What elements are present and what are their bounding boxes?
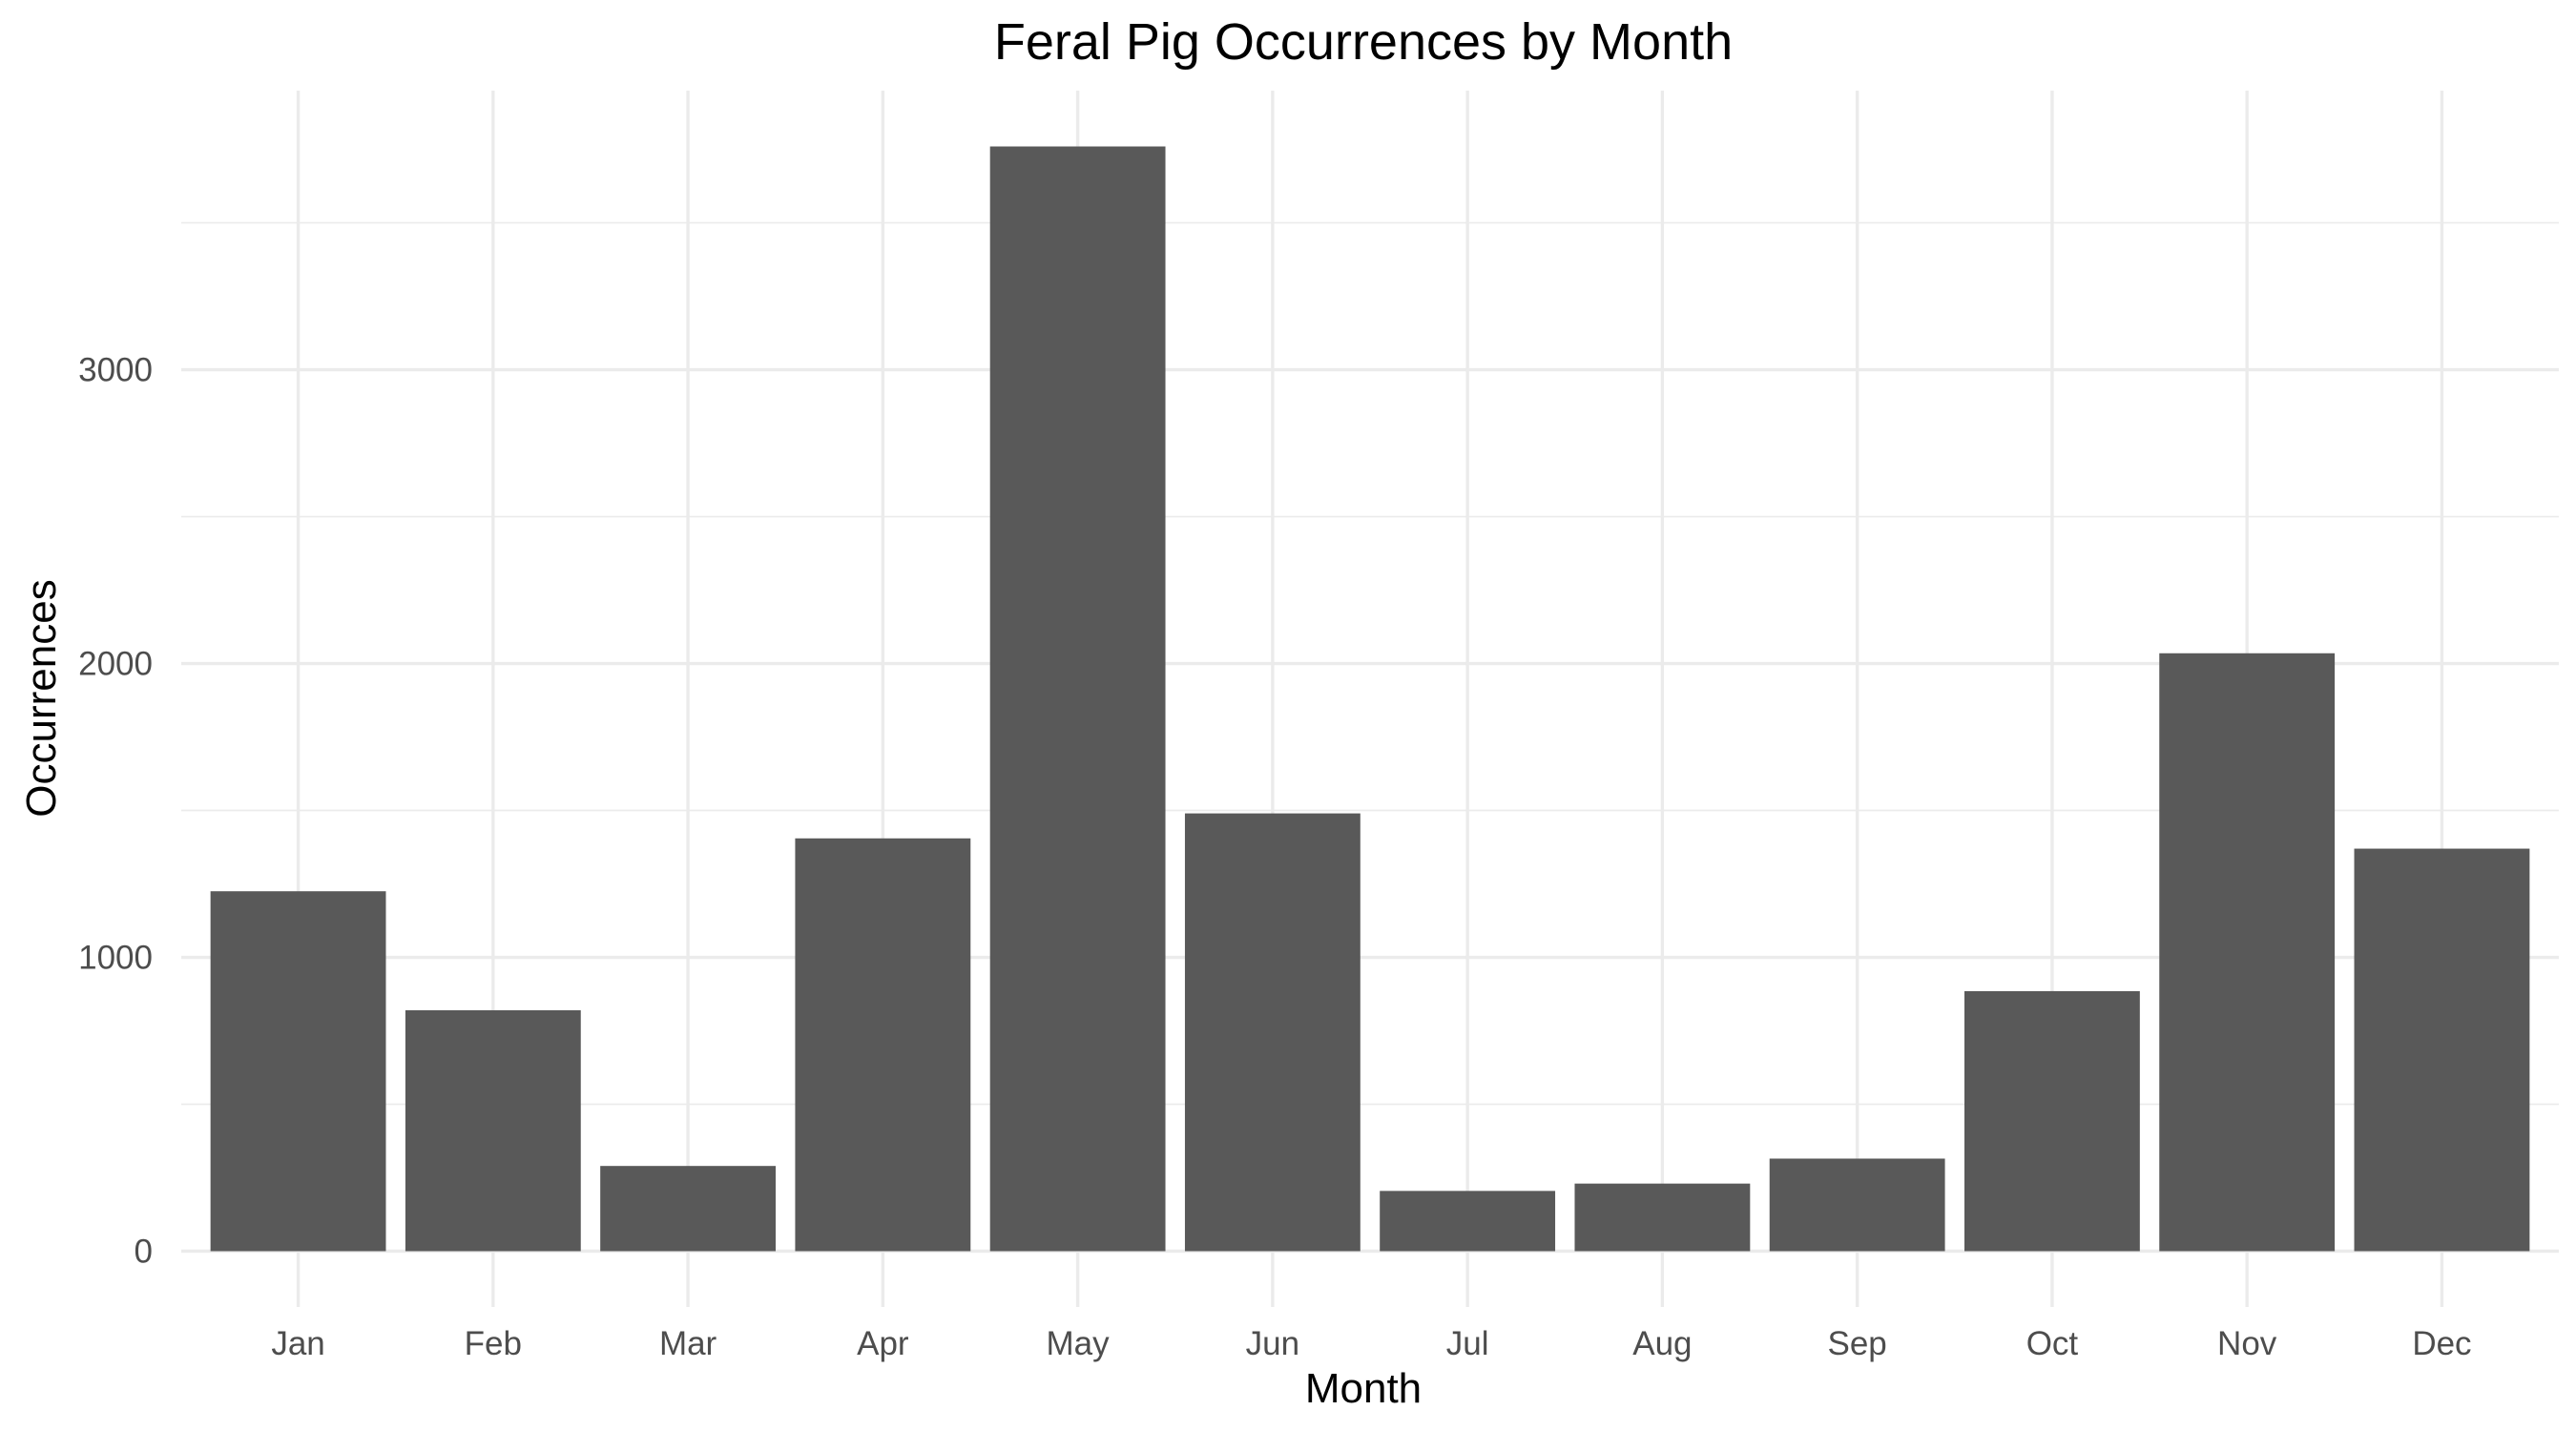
bar-feb <box>405 1009 581 1252</box>
bar-jul <box>1380 1191 1556 1252</box>
y-tick-label: 0 <box>135 1233 153 1270</box>
x-tick-label: May <box>1047 1325 1111 1362</box>
x-tick-label: Mar <box>659 1325 717 1362</box>
bar-dec <box>2354 848 2530 1252</box>
chart-title: Feral Pig Occurrences by Month <box>994 13 1733 71</box>
bar-jun <box>1184 813 1361 1252</box>
x-tick-label: Oct <box>2026 1325 2079 1362</box>
x-tick-label: Jul <box>1446 1325 1489 1362</box>
bar-nov <box>2159 653 2336 1252</box>
bar-mar <box>600 1166 776 1252</box>
x-tick-label: Dec <box>2412 1325 2471 1362</box>
x-tick-label: Feb <box>465 1325 522 1362</box>
bars <box>210 146 2530 1252</box>
x-tick-label: Sep <box>1828 1325 1887 1362</box>
x-tick-label: Aug <box>1632 1325 1692 1362</box>
x-tick-label: Jan <box>271 1325 324 1362</box>
x-tick-label: Apr <box>857 1325 909 1362</box>
bar-oct <box>1964 990 2140 1252</box>
x-tick-label: Nov <box>2217 1325 2277 1362</box>
bar-aug <box>1574 1183 1751 1252</box>
y-axis-title: Occurrences <box>18 579 65 817</box>
x-tick-label: Jun <box>1246 1325 1299 1362</box>
x-axis-title: Month <box>1305 1365 1422 1412</box>
bar-apr <box>795 838 971 1252</box>
y-tick-label: 3000 <box>78 352 153 389</box>
y-tick-label: 1000 <box>78 940 153 977</box>
y-tick-label: 2000 <box>78 646 153 683</box>
y-axis-tick-labels: 0 1000 2000 3000 <box>78 352 153 1271</box>
bar-sep <box>1769 1158 1945 1252</box>
bar-may <box>989 146 1166 1252</box>
x-axis-tick-labels: Jan Feb Mar Apr May Jun Jul Aug Sep Oct Nov Dec <box>271 1325 2471 1362</box>
bar-jan <box>210 891 386 1252</box>
